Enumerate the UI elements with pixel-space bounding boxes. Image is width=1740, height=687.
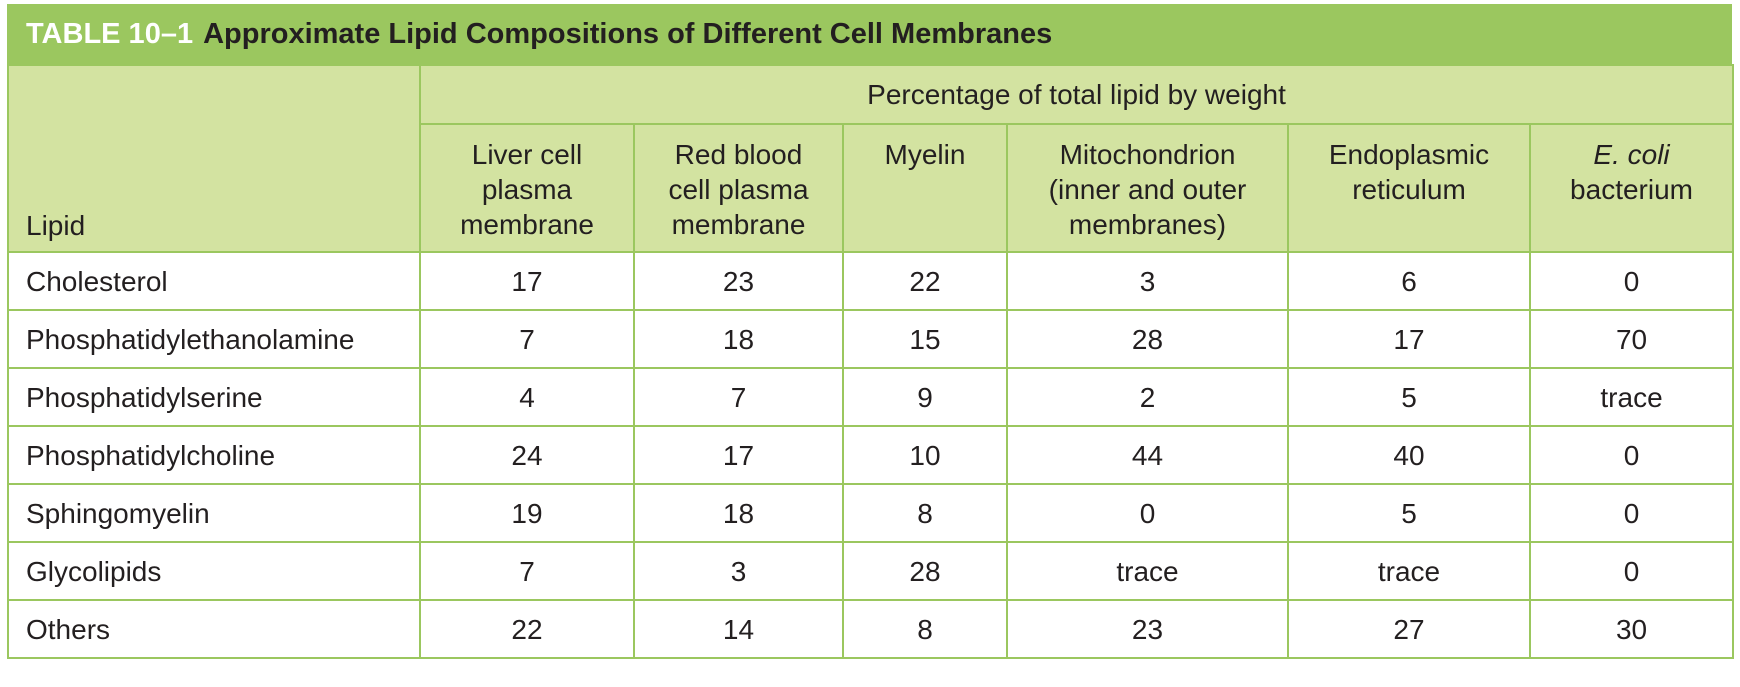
table-cell: 18: [633, 483, 844, 543]
table-cell: 0: [1528, 251, 1735, 311]
row-label: Phosphatidylserine: [7, 367, 421, 427]
table-cell: 19: [419, 483, 635, 543]
table-cell: 10: [842, 425, 1008, 485]
table-cell: 0: [1006, 483, 1289, 543]
data-table: Lipid Percentage of total lipid by weigh…: [7, 64, 1735, 659]
row-label: Others: [7, 599, 421, 659]
table-cell: 0: [1528, 425, 1735, 485]
table-cell: 8: [842, 483, 1008, 543]
table-cell: 3: [1006, 251, 1289, 311]
lipid-composition-table: TABLE 10–1 Approximate Lipid Composition…: [7, 4, 1735, 659]
table-cell: 4: [419, 367, 635, 427]
table-row: Glycolipids 7 3 28 trace trace 0: [7, 541, 1735, 601]
row-label: Sphingomyelin: [7, 483, 421, 543]
table-cell: 27: [1287, 599, 1531, 659]
table-cell: 17: [633, 425, 844, 485]
table-row: Phosphatidylcholine 24 17 10 44 40 0: [7, 425, 1735, 485]
table-cell: 7: [419, 309, 635, 369]
table-cell: 6: [1287, 251, 1531, 311]
table-row: Cholesterol 17 23 22 3 6 0: [7, 251, 1735, 311]
table-cell: 2: [1006, 367, 1289, 427]
row-label: Cholesterol: [7, 251, 421, 311]
table-cell: 9: [842, 367, 1008, 427]
table-cell: 14: [633, 599, 844, 659]
table-cell: 70: [1528, 309, 1735, 369]
lipid-column-header: Lipid: [7, 64, 421, 253]
table-cell: 7: [633, 367, 844, 427]
table-cell: 44: [1006, 425, 1289, 485]
table-cell: 0: [1528, 541, 1735, 601]
table-cell: 5: [1287, 367, 1531, 427]
table-cell: 17: [1287, 309, 1531, 369]
row-label: Glycolipids: [7, 541, 421, 601]
table-cell: 18: [633, 309, 844, 369]
table-title: Approximate Lipid Compositions of Differ…: [203, 17, 1053, 50]
table-cell: 8: [842, 599, 1008, 659]
table-row: Phosphatidylserine 4 7 9 2 5 trace: [7, 367, 1735, 427]
table-cell: trace: [1528, 367, 1735, 427]
row-label: Phosphatidylethanolamine: [7, 309, 421, 369]
table-cell: trace: [1287, 541, 1531, 601]
table-cell: trace: [1006, 541, 1289, 601]
row-label: Phosphatidylcholine: [7, 425, 421, 485]
table-row: Phosphatidylethanolamine 7 18 15 28 17 7…: [7, 309, 1735, 369]
table-cell: 17: [419, 251, 635, 311]
column-header-red-blood-cell: Red blood cell plasma membrane: [633, 123, 844, 253]
table-cell: 22: [419, 599, 635, 659]
column-header-endoplasmic-reticulum: Endoplasmic reticulum: [1287, 123, 1531, 253]
column-header-liver: Liver cell plasma membrane: [419, 123, 635, 253]
table-cell: 30: [1528, 599, 1735, 659]
table-cell: 24: [419, 425, 635, 485]
table-cell: 40: [1287, 425, 1531, 485]
table-cell: 3: [633, 541, 844, 601]
percentage-group-header: Percentage of total lipid by weight: [418, 64, 1735, 125]
table-row: Others 22 14 8 23 27 30: [7, 599, 1735, 659]
table-row: Sphingomyelin 19 18 8 0 5 0: [7, 483, 1735, 543]
table-cell: 23: [633, 251, 844, 311]
column-header-ecoli: E. coli bacterium: [1528, 123, 1735, 253]
column-header-mitochondrion: Mitochondrion (inner and outer membranes…: [1006, 123, 1289, 253]
table-cell: 0: [1528, 483, 1735, 543]
table-title-bar: TABLE 10–1 Approximate Lipid Composition…: [7, 4, 1732, 64]
table-cell: 28: [842, 541, 1008, 601]
table-cell: 15: [842, 309, 1008, 369]
table-cell: 5: [1287, 483, 1531, 543]
column-header-myelin: Myelin: [842, 123, 1008, 253]
table-number: TABLE 10–1: [26, 17, 194, 50]
table-cell: 7: [419, 541, 635, 601]
table-cell: 22: [842, 251, 1008, 311]
table-cell: 23: [1006, 599, 1289, 659]
table-cell: 28: [1006, 309, 1289, 369]
